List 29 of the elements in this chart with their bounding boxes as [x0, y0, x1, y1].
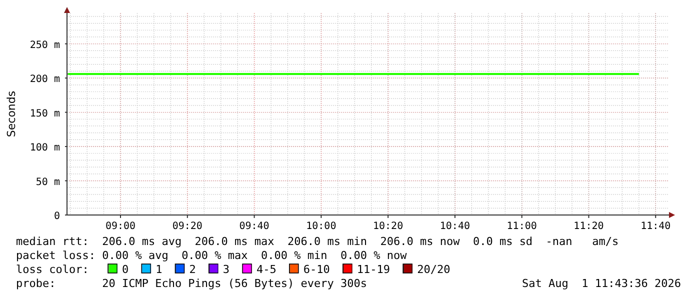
- legend-label: 1: [156, 263, 162, 276]
- legend-label: 3: [222, 263, 230, 276]
- x-tick-label: 09:00: [105, 221, 136, 232]
- x-tick-label: 10:20: [373, 221, 404, 232]
- y-tick-label: 250 m: [30, 40, 60, 51]
- legend-label: 4-5: [256, 263, 276, 276]
- text: Sat Aug 1 11:43:36 2026: [522, 277, 681, 290]
- legend-label: 6-10: [303, 263, 330, 276]
- legend-label: 20/20: [417, 263, 450, 276]
- x-tick-label: 11:20: [574, 221, 604, 232]
- text: probe: 20 ICMP Echo Pings (56 Bytes) every 300s: [16, 277, 367, 290]
- y-tick-label: 100 m: [30, 142, 60, 154]
- y-tick-label: 150 m: [30, 108, 60, 120]
- legend-label: 11-19: [356, 263, 390, 276]
- y-tick-label: 0: [54, 211, 60, 222]
- y-tick-label: 200 m: [30, 74, 60, 86]
- x-tick-label: 11:00: [506, 221, 537, 232]
- text: packet loss: 0.00 % avg 0.00 % max 0.00 % min 0.00 % now: [16, 249, 408, 262]
- y-tick-label: 50 m: [36, 176, 60, 188]
- x-tick-label: 11:40: [640, 221, 671, 232]
- text: median rtt: 206.0 ms avg 206.0 ms max 206.0 ms min 206.0 ms now 0.0 ms sd -nan am/s: [16, 235, 619, 248]
- x-tick-label: 10:00: [306, 221, 336, 232]
- legend-label: 0: [122, 263, 129, 276]
- legend-title: loss color:: [16, 263, 89, 276]
- x-tick-label: 10:40: [440, 221, 470, 232]
- x-tick-label: 09:40: [239, 221, 270, 232]
- x-tick-label: 09:20: [172, 221, 202, 232]
- legend-label: 2: [189, 263, 196, 276]
- y-axis-title: Seconds: [5, 90, 18, 138]
